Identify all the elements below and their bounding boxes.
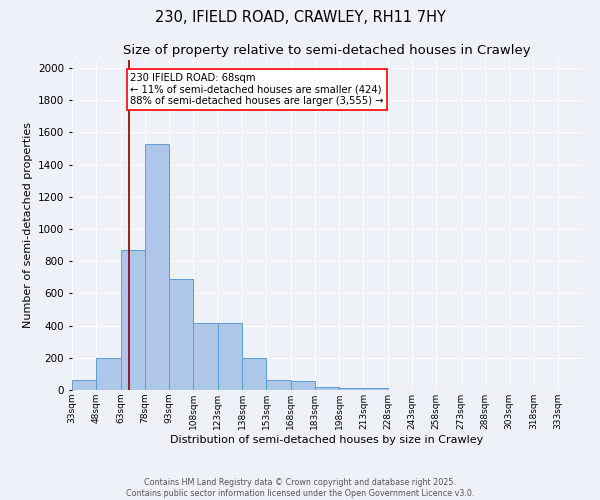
Bar xyxy=(193,323,218,390)
Bar xyxy=(364,388,388,390)
Text: Contains HM Land Registry data © Crown copyright and database right 2025.
Contai: Contains HM Land Registry data © Crown c… xyxy=(126,478,474,498)
Text: 230, IFIELD ROAD, CRAWLEY, RH11 7HY: 230, IFIELD ROAD, CRAWLEY, RH11 7HY xyxy=(155,10,445,25)
Bar xyxy=(315,387,339,390)
Title: Size of property relative to semi-detached houses in Crawley: Size of property relative to semi-detach… xyxy=(123,44,531,58)
X-axis label: Distribution of semi-detached houses by size in Crawley: Distribution of semi-detached houses by … xyxy=(170,434,484,444)
Bar xyxy=(290,381,315,390)
Bar xyxy=(339,388,364,390)
Bar xyxy=(72,380,96,390)
Text: 230 IFIELD ROAD: 68sqm
← 11% of semi-detached houses are smaller (424)
88% of se: 230 IFIELD ROAD: 68sqm ← 11% of semi-det… xyxy=(130,73,384,106)
Bar xyxy=(218,323,242,390)
Bar xyxy=(242,358,266,390)
Y-axis label: Number of semi-detached properties: Number of semi-detached properties xyxy=(23,122,32,328)
Bar xyxy=(266,380,290,390)
Bar xyxy=(145,144,169,390)
Bar xyxy=(121,250,145,390)
Bar xyxy=(169,279,193,390)
Bar xyxy=(96,358,121,390)
